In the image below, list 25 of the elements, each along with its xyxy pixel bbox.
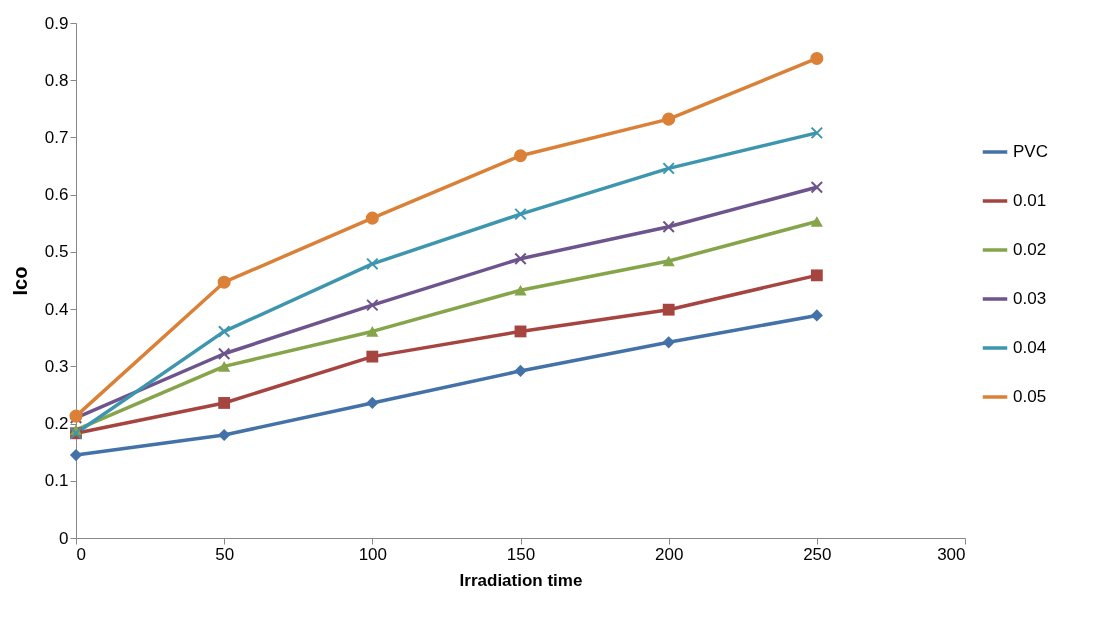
y-tick-label: 0.8 [44, 70, 69, 90]
legend-label: 0.01 [1013, 191, 1047, 210]
legend-label: 0.04 [1013, 338, 1047, 357]
legend-label: PVC [1013, 142, 1048, 161]
y-tick-label: 0.2 [44, 414, 69, 434]
x-axis-title: Irradiation time [459, 570, 583, 590]
legend-label: 0.05 [1013, 387, 1047, 406]
y-tick-label: 0.9 [44, 13, 69, 33]
x-tick-label: 100 [358, 544, 388, 564]
y-tick-label: 0.1 [44, 471, 69, 491]
x-tick-label: 150 [506, 544, 536, 564]
y-tick-label: 0.6 [44, 185, 69, 205]
y-tick-label: 0.5 [44, 242, 69, 262]
x-tick-label: 300 [937, 544, 966, 564]
y-tick-label: 0.7 [44, 127, 69, 147]
x-tick-label: 0 [76, 544, 86, 564]
y-tick-label: 0 [59, 528, 69, 548]
legend-label: 0.02 [1013, 240, 1047, 259]
y-tick-label: 0.3 [44, 356, 69, 376]
x-tick-label: 50 [215, 544, 235, 564]
y-tick-label: 0.4 [44, 299, 69, 319]
x-tick-label: 200 [654, 544, 684, 564]
x-tick-label: 250 [803, 544, 832, 564]
y-axis-title: Ico [8, 266, 31, 296]
legend-label: 0.03 [1013, 289, 1047, 308]
